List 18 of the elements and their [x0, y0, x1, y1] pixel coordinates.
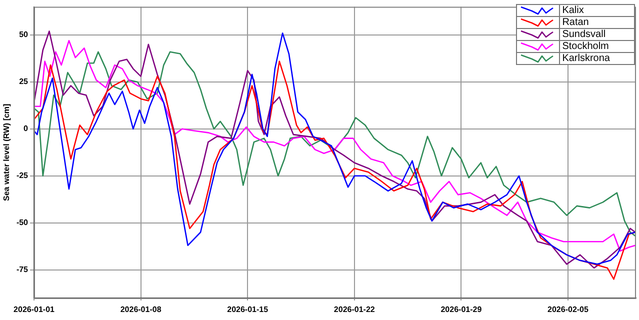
legend-label: Sundsvall — [560, 28, 634, 40]
x-tick-label: 2026-01-29 — [440, 305, 482, 314]
x-tick-label: 2026-01-15 — [227, 305, 269, 314]
y-tick-label: -50 — [16, 218, 29, 228]
legend-label: Karlskrona — [560, 52, 634, 64]
x-tick-label: 2026-01-08 — [120, 305, 162, 314]
y-tick-label: 25 — [19, 77, 29, 86]
legend-label: Stockholm — [560, 40, 634, 52]
x-tick-label: 2026-01-22 — [334, 305, 376, 314]
x-tick-label: 2026-02-05 — [548, 305, 589, 314]
x-tick-label: 2026-01-01 — [14, 305, 56, 314]
y-tick-label: -75 — [16, 265, 29, 274]
y-axis-title: Sea water level (RW) [cm] — [2, 103, 12, 202]
y-tick-label: 50 — [19, 30, 29, 40]
legend-label: Kalix — [560, 4, 634, 16]
legend-label: Ratan — [560, 16, 634, 28]
y-tick-label: -25 — [16, 171, 29, 180]
y-tick-label: 0 — [24, 124, 29, 134]
